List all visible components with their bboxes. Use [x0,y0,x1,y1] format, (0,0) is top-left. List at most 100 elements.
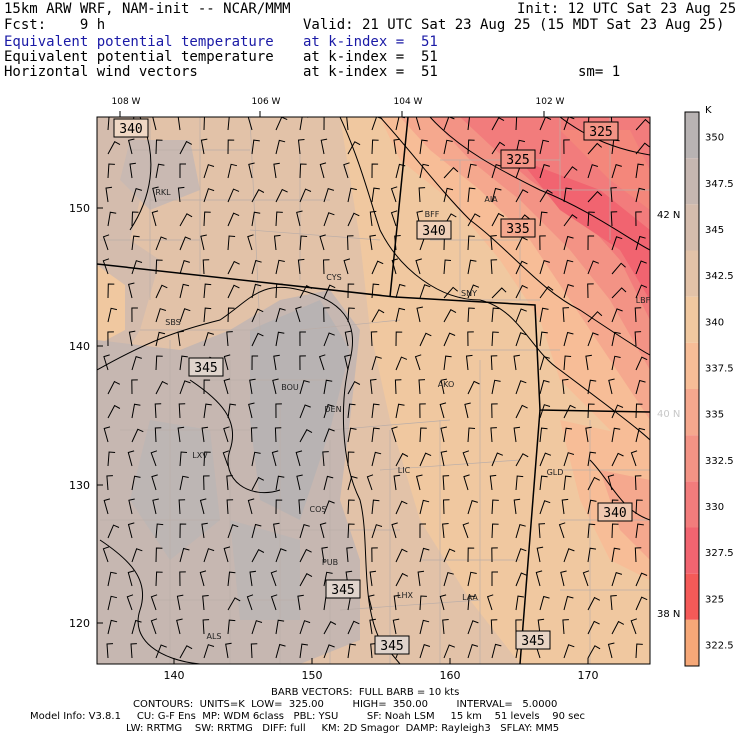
wind-barb [107,117,110,131]
wind-barb [414,354,422,371]
wind-barb [320,138,328,155]
wind-barb [227,188,240,203]
wind-barb [443,571,454,587]
wind-barb [155,331,166,347]
wind-barb [635,403,643,419]
wind-barb [127,450,135,467]
wind-barb [103,354,110,371]
wind-barb [635,572,648,587]
wind-barb [371,139,379,155]
wind-barb [250,643,258,659]
wind-barb [370,331,378,347]
wind-barb [419,163,430,179]
wind-barb [107,404,121,419]
wind-barb [179,380,191,395]
wind-barb [610,595,617,611]
city-label: RKL [155,188,171,197]
wind-barb [419,403,426,419]
wind-barb [299,331,306,347]
wind-barb [176,618,183,635]
wind-barb [179,645,193,659]
wind-barb [611,523,619,539]
legend-level-label: 327.5 [705,548,734,559]
wind-barb [611,308,623,323]
wind-barb [127,282,135,299]
wind-barb [491,141,506,155]
wind-barb [491,523,499,539]
wind-barb [227,163,238,179]
wind-barb [515,548,527,563]
wind-barb [155,547,163,563]
wind-barb [275,139,286,155]
wind-barb [248,402,255,419]
wind-barb [323,571,333,587]
city-label: PUB [322,558,338,567]
wind-barb [393,474,401,491]
wind-barb [273,522,280,539]
legend-swatch [685,573,699,620]
wind-barb [103,426,111,443]
wind-barb [299,379,310,395]
wind-barb [419,427,427,443]
wind-barb [299,643,308,659]
wind-barb [467,163,477,179]
wind-barb [128,498,135,515]
legend-level-label: 347.5 [705,179,734,190]
wind-barb [415,258,422,275]
wind-barb [491,287,507,299]
wind-barb [491,547,498,563]
wind-barb [539,285,554,299]
wind-barb [249,570,257,587]
wind-barb [270,594,278,611]
map-frame [96,116,651,665]
wind-barb [491,331,499,347]
footer-model-info: Model Info: V3.8.1 CU: G-F Ens MP: WDM 6… [30,711,586,722]
wind-barb [635,142,650,155]
wind-barb [155,571,163,587]
wind-barb [539,500,551,515]
wind-barb [611,547,621,563]
wind-barb [467,139,475,155]
wind-barb [371,260,384,275]
wind-barb [515,572,527,587]
wind-barb [491,571,498,586]
wind-barb [582,570,590,587]
wind-barb [202,595,209,611]
wind-barb [179,475,189,491]
wind-barb [130,643,137,659]
wind-barb [443,332,456,347]
wind-barb [464,402,471,419]
wind-barb [486,594,494,611]
wind-barb [155,380,169,395]
wind-barb [587,451,597,467]
wind-barb [393,594,401,611]
wind-barb [610,211,618,227]
wind-barb [199,570,207,587]
wind-barb [203,307,212,323]
wind-barb [371,524,383,539]
wind-barb [563,166,578,179]
city-label: LHX [397,591,413,600]
field-contour-level: at k-index = 51 [303,49,438,65]
wind-barb [395,403,405,419]
wind-barb [323,212,335,227]
legend-swatch [685,250,699,297]
wind-barb [611,427,621,443]
wind-barb [515,332,527,347]
wind-barb [558,522,566,539]
wind-barb [369,618,376,635]
wind-barb [347,643,356,659]
wind-barb [467,117,476,131]
wind-barb [419,139,428,155]
wind-barb [273,354,280,371]
wind-barb [347,620,360,635]
wind-barb [178,403,186,419]
wind-barb [347,141,361,155]
wind-barb [154,427,162,443]
wind-barb [467,259,477,275]
wind-barb [223,378,231,395]
wind-barb [635,499,643,515]
wind-barb [467,380,480,395]
wind-barb [635,284,648,299]
